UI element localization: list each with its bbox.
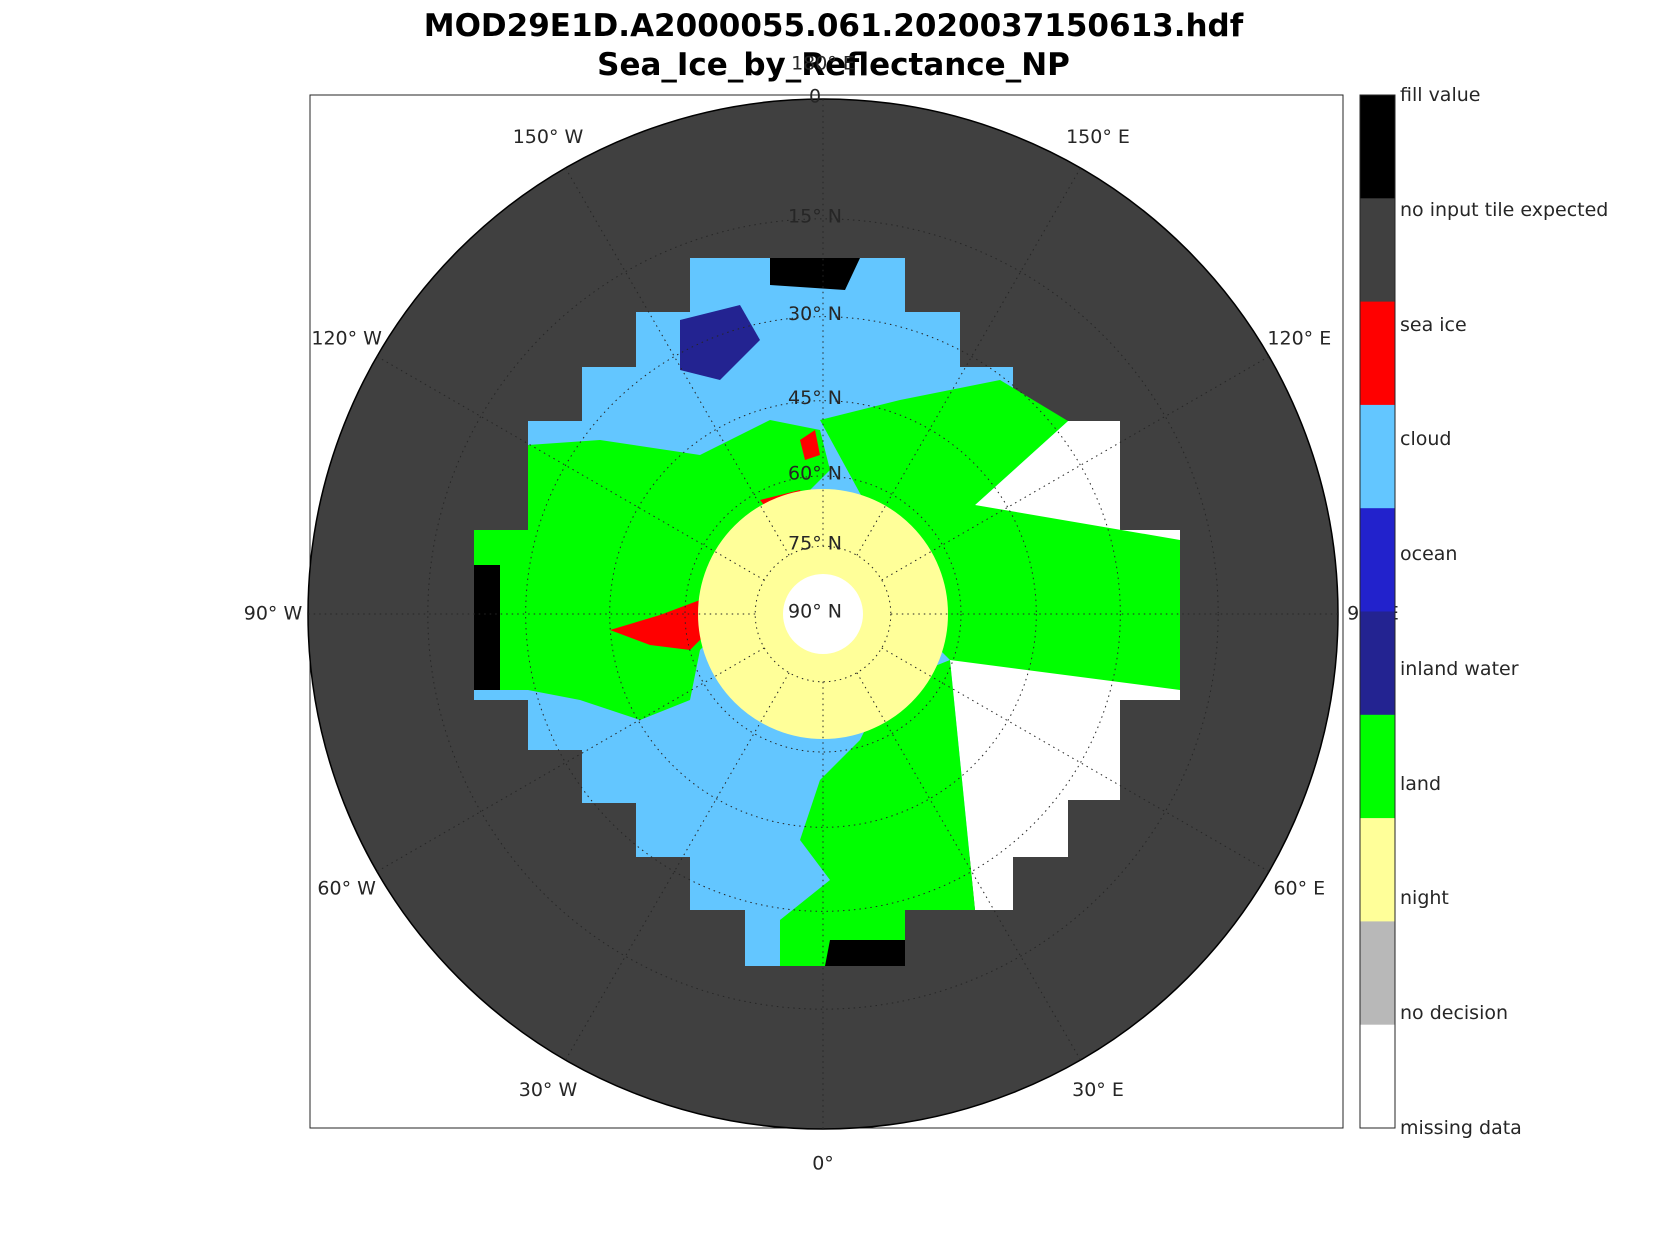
- colorbar-swatch: [1360, 301, 1395, 406]
- colorbar-swatch: [1360, 818, 1395, 922]
- parallel-30: [525, 316, 1121, 912]
- pole-missing-data: [783, 574, 863, 654]
- latitude-label: 0: [809, 86, 821, 108]
- map-title-line2: Sea_Ice_by_Reflectance_NP: [597, 47, 1070, 83]
- latitude-label: 45° N: [788, 387, 842, 409]
- colorbar-label: fill value: [1400, 84, 1481, 106]
- longitude-label: 120° E: [1267, 328, 1331, 350]
- colorbar-swatch: [1360, 198, 1395, 303]
- fill-value-bottom: [825, 940, 905, 966]
- latitude-label: 60° N: [788, 463, 842, 485]
- colorbar: [1359, 94, 1396, 1129]
- longitude-label: 120° W: [311, 328, 382, 350]
- colorbar-swatch: [1360, 611, 1395, 716]
- map-title-line1: MOD29E1D.A2000055.061.2020037150613.hdf: [423, 8, 1244, 44]
- colorbar-label: inland water: [1400, 657, 1519, 680]
- colorbar-label: ocean: [1400, 543, 1458, 566]
- colorbar-label: cloud: [1400, 428, 1452, 451]
- graticule: [308, 99, 1338, 1129]
- land-region-europe: [780, 660, 975, 966]
- colorbar-border: [1359, 94, 1396, 1129]
- longitude-label: 150° W: [513, 126, 584, 148]
- colorbar-swatch: [1360, 404, 1395, 509]
- latitude-label: 15° N: [788, 205, 842, 227]
- longitude-label: 30° E: [1072, 1079, 1124, 1101]
- longitude-label: 30° W: [519, 1079, 578, 1101]
- latitude-label: 30° N: [788, 303, 842, 325]
- fill-value-top: [770, 258, 860, 290]
- latitude-label: 75° N: [788, 533, 842, 555]
- colorbar-swatch: [1360, 921, 1395, 1026]
- sea-ice-patch-3: [800, 430, 820, 460]
- colorbar-label: no input tile expected: [1400, 198, 1609, 221]
- colorbar-label: sea ice: [1400, 313, 1467, 336]
- longitude-label: 60° E: [1273, 878, 1325, 900]
- colorbar-swatch: [1360, 508, 1395, 612]
- longitude-label: 180° E: [791, 53, 855, 75]
- land-region-west: [474, 420, 830, 720]
- colorbar-label: missing data: [1400, 1117, 1522, 1139]
- longitude-label: 60° W: [317, 878, 376, 900]
- longitude-label: 90° W: [244, 603, 303, 625]
- colorbar-label: night: [1400, 887, 1449, 910]
- data-layer: [474, 258, 1180, 966]
- fill-value-left: [474, 565, 500, 690]
- parallel-60: [684, 475, 962, 753]
- longitude-label: 150° E: [1066, 126, 1130, 148]
- inland-water-patch: [680, 305, 760, 380]
- colorbar-swatch: [1360, 95, 1395, 199]
- colorbar-label: land: [1400, 772, 1442, 795]
- colorbar-swatch: [1360, 714, 1395, 819]
- colorbar-swatch: [1360, 1024, 1395, 1129]
- parallel-15: [427, 218, 1219, 1010]
- colorbar-label: no decision: [1400, 1002, 1509, 1025]
- latitude-label: 90° N: [788, 601, 842, 623]
- parallel-45: [609, 400, 1037, 828]
- longitude-label: 0°: [812, 1153, 834, 1175]
- sea-ice-patch-1: [610, 600, 720, 650]
